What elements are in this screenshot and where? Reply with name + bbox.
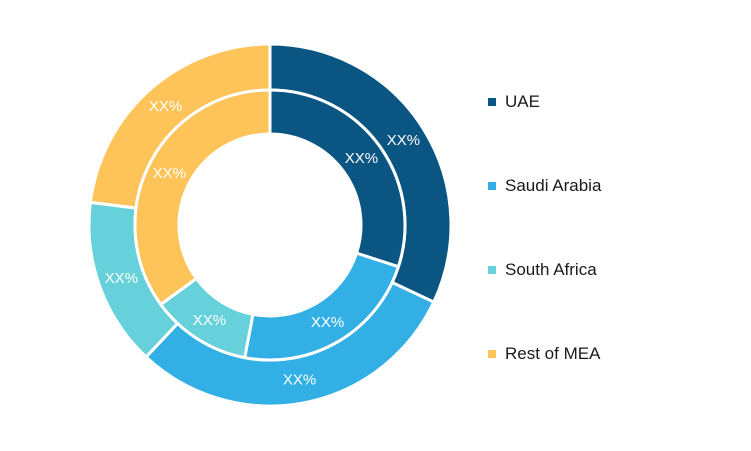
inner-label-uae: XX% xyxy=(345,150,378,167)
legend-item-uae: UAE xyxy=(488,88,738,116)
outer-label-uae: XX% xyxy=(387,132,420,149)
outer-label-rest-of-mea: XX% xyxy=(149,98,182,115)
legend-label-saudi-arabia: Saudi Arabia xyxy=(505,176,602,195)
legend-swatch-south-africa xyxy=(488,266,496,274)
outer-label-saudi-arabia: XX% xyxy=(283,372,316,389)
legend-swatch-uae xyxy=(488,98,496,106)
outer-label-south-africa: XX% xyxy=(105,270,138,287)
inner-slice-uae xyxy=(268,88,407,269)
legend-swatch-saudi-arabia xyxy=(488,182,496,190)
inner-label-rest-of-mea: XX% xyxy=(153,165,186,182)
legend-label-rest-of-mea: Rest of MEA xyxy=(505,344,601,363)
legend-label-uae: UAE xyxy=(505,92,540,111)
legend-swatch-rest-of-mea xyxy=(488,350,496,358)
legend-item-south-africa: South Africa xyxy=(488,256,738,284)
inner-slice-rest-of-mea xyxy=(133,88,272,307)
donut-chart: XX% XX% XX% XX% XX% XX% XX% XX% xyxy=(87,42,453,408)
legend-label-south-africa: South Africa xyxy=(505,260,597,279)
inner-label-saudi-arabia: XX% xyxy=(311,314,344,331)
inner-label-south-africa: XX% xyxy=(193,312,226,329)
legend-item-rest-of-mea: Rest of MEA xyxy=(488,340,738,368)
legend: UAE Saudi Arabia South Africa Rest of ME… xyxy=(488,88,738,424)
legend-item-saudi-arabia: Saudi Arabia xyxy=(488,172,738,200)
